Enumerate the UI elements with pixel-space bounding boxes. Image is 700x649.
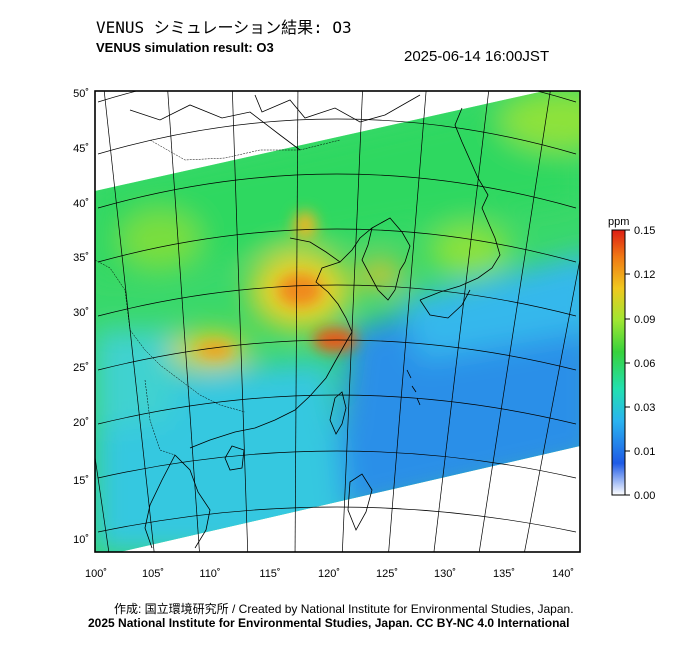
lon-axis: 100˚ 105˚ 110˚ 115˚ 120˚ 125˚ 130˚ 135˚ …: [85, 568, 574, 580]
lon-label: 135˚: [493, 568, 515, 580]
colorbar-tick: 0.15: [634, 225, 655, 237]
lon-label: 125˚: [376, 568, 398, 580]
borders: [95, 139, 341, 456]
graticule: [95, 91, 580, 552]
lat-label: 30˚: [73, 307, 89, 319]
lon-label: 100˚: [85, 568, 107, 580]
title-english: VENUS simulation result: O3: [96, 40, 274, 55]
lon-label: 115˚: [259, 568, 280, 580]
credit-line-1: 作成: 国立環境研究所 / Created by National Instit…: [114, 602, 574, 616]
lat-label: 40˚: [73, 198, 89, 210]
lon-label: 140˚: [552, 568, 574, 580]
lat-label: 25˚: [73, 362, 89, 374]
colorbar-tick: 0.03: [634, 402, 655, 414]
colorbar-tick: 0.01: [634, 446, 655, 458]
lon-label: 110˚: [199, 568, 220, 580]
credit-line-2: 2025 National Institute for Environmenta…: [88, 616, 570, 630]
title-japanese: VENUS シミュレーション結果: O3: [96, 18, 352, 37]
lat-label: 15˚: [73, 475, 89, 487]
colorbar-tick: 0.06: [634, 358, 655, 370]
map-frame: [94, 90, 581, 553]
colorbar: ppm 0.15 0.12 0.09 0.06 0.03 0.01 0.00: [608, 216, 655, 502]
colorbar-gradient: [611, 229, 626, 496]
timestamp: 2025-06-14 16:00JST: [404, 48, 550, 65]
colorbar-unit: ppm: [608, 216, 629, 228]
lat-label: 50˚: [73, 88, 89, 100]
colorbar-tick: 0.09: [634, 314, 655, 326]
lat-label: 35˚: [73, 252, 89, 264]
lat-axis: 50˚ 45˚ 40˚ 35˚ 30˚ 25˚ 20˚ 15˚ 10˚: [73, 88, 89, 546]
colorbar-tick: 0.12: [634, 269, 655, 281]
colorbar-tick: 0.00: [634, 490, 655, 502]
lon-label: 130˚: [434, 568, 456, 580]
lat-label: 20˚: [73, 417, 89, 429]
lon-label: 120˚: [318, 568, 340, 580]
coastlines: [129, 94, 501, 549]
lat-label: 10˚: [73, 534, 89, 546]
lat-label: 45˚: [73, 143, 89, 155]
lon-label: 105˚: [142, 568, 164, 580]
